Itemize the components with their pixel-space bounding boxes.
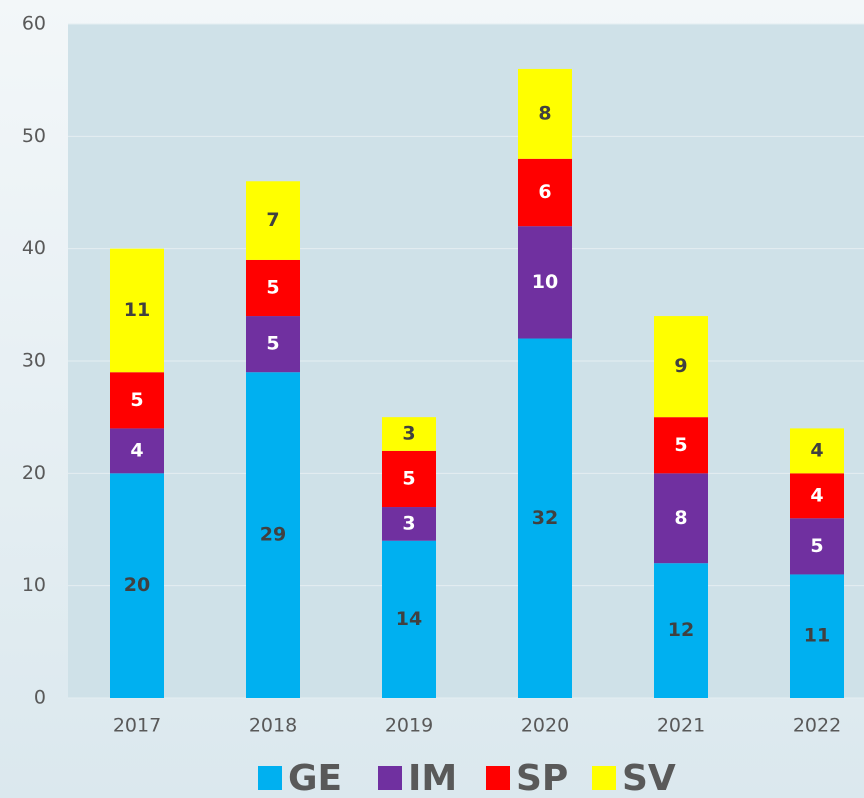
bar-segment [654,473,708,564]
x-tick-label: 2020 [521,715,569,737]
data-label: 9 [674,355,687,377]
bar-segment [654,316,708,418]
data-label: 5 [130,389,143,411]
legend-swatch [258,766,282,790]
data-label: 8 [538,102,551,124]
bar-segment [110,428,164,474]
data-label: 5 [810,535,823,557]
legend-label: GE [288,758,342,798]
bar-segment [518,338,572,698]
data-label: 11 [124,299,150,321]
bar-segment [518,158,572,227]
legend-label: SP [516,758,568,798]
data-label: 3 [402,512,415,534]
x-tick-label: 2017 [113,715,161,737]
data-label: 14 [396,608,422,630]
x-tick-label: 2019 [385,715,433,737]
bar-segment [382,450,436,508]
data-label: 3 [402,423,415,445]
data-label: 5 [266,333,279,355]
data-label: 11 [804,625,830,647]
data-label: 32 [532,507,558,529]
bar-segment [246,316,300,373]
bar-segment [382,540,436,698]
bar-segment [790,574,844,698]
y-tick-label: 10 [22,574,46,596]
legend-label: IM [408,758,457,798]
bar-segment [110,372,164,429]
y-tick-label: 60 [22,13,46,35]
bar-segment [654,417,708,474]
bar-segment [518,226,572,339]
data-label: 5 [402,467,415,489]
x-tick-label: 2018 [249,715,297,737]
y-tick-label: 0 [34,687,46,709]
y-tick-label: 50 [22,125,46,147]
data-label: 4 [810,484,823,506]
data-label: 5 [674,434,687,456]
bar-segment [246,259,300,317]
bar-segment [110,248,164,373]
legend-label: SV [622,758,676,798]
data-label: 7 [266,209,279,231]
data-label: 4 [130,439,143,461]
data-label: 29 [260,524,286,546]
data-label: 8 [674,507,687,529]
bar-segment [110,473,164,698]
legend-swatch [486,766,510,790]
y-tick-label: 20 [22,462,46,484]
data-label: 6 [538,181,551,203]
data-label: 20 [124,574,150,596]
y-tick-label: 40 [22,237,46,259]
data-label: 4 [810,439,823,461]
legend-swatch [592,766,616,790]
bar-segment [790,518,844,575]
data-label: 10 [532,271,558,293]
bar-segment [790,428,844,474]
bar-segment [382,507,436,541]
bar-segment [246,181,300,260]
bar-segment [246,372,300,698]
x-tick-label: 2021 [657,715,705,737]
x-tick-label: 2022 [793,715,841,737]
bar-segment [790,473,844,519]
data-label: 12 [668,619,694,641]
bar-segment [654,563,708,698]
bar-segment [518,68,572,159]
legend-swatch [378,766,402,790]
y-tick-label: 30 [22,350,46,372]
bar-segment [382,417,436,451]
data-label: 5 [266,276,279,298]
